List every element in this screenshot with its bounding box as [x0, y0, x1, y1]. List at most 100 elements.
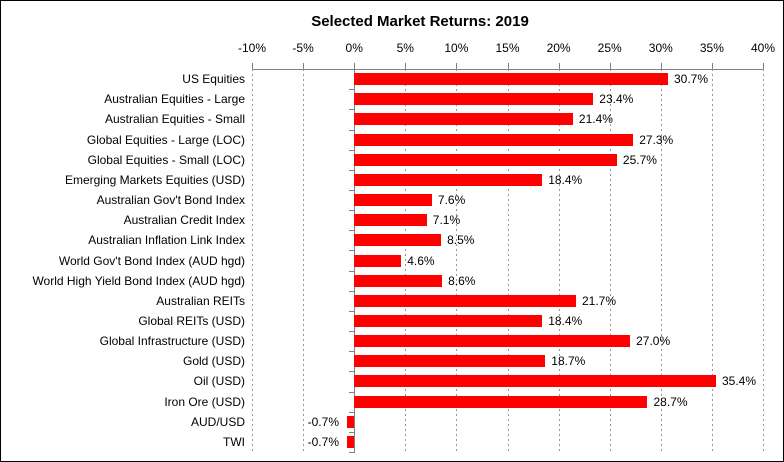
bar [354, 153, 617, 166]
category-tick-mark [349, 270, 355, 272]
bar [354, 294, 576, 307]
bar-value-label: 21.7% [582, 293, 617, 308]
bar-value-label: 8.6% [448, 273, 476, 288]
gridline [558, 69, 560, 452]
bar-value-label: 7.6% [437, 193, 466, 207]
axis-tick-mark [354, 63, 356, 69]
bar [354, 93, 594, 106]
bar-value-label: -0.7% [307, 434, 339, 449]
bar [354, 214, 427, 227]
category-label: Iron Ore (USD) [164, 394, 245, 409]
gridline [405, 69, 407, 452]
category-label: Global Infrastructure (USD) [99, 334, 245, 349]
category-label: Global Equities - Large (LOC) [86, 132, 245, 147]
category-label: Australian Equities - Small [104, 112, 245, 127]
axis-tick-label: -5% [292, 41, 314, 55]
gridline [763, 69, 764, 452]
category-label: Emerging Markets Equities (USD) [64, 172, 245, 187]
category-tick-mark [349, 169, 355, 171]
bar-value-label: 18.7% [551, 354, 586, 369]
bar [354, 133, 634, 146]
bar [354, 395, 648, 408]
category-tick-mark [349, 411, 355, 413]
category-label: TWI [223, 434, 245, 449]
bar-value-label: 8.5% [447, 233, 475, 248]
bar-value-label: 21.4% [578, 112, 613, 127]
bar-value-label: 27.0% [636, 334, 671, 349]
axis-tick-label: 25% [597, 41, 622, 55]
bar [354, 73, 668, 86]
axis-tick-mark [660, 63, 662, 69]
category-tick-mark [349, 89, 355, 91]
axis-tick-label: 35% [699, 41, 724, 55]
category-tick-mark [349, 210, 355, 212]
gridline [507, 69, 509, 452]
category-label: US Equities [182, 72, 245, 87]
bar [354, 194, 432, 206]
axis-tick-mark [252, 63, 253, 69]
bar-value-label: -0.7% [307, 414, 339, 429]
category-tick-mark [349, 310, 355, 312]
category-label: Gold (USD) [182, 354, 245, 369]
bar-value-label: 18.4% [548, 314, 583, 328]
category-tick-mark [349, 149, 355, 151]
category-label: Australian Inflation Link Index [88, 233, 245, 248]
axis-tick-label: 0% [345, 41, 363, 55]
category-tick-mark [349, 230, 355, 232]
category-label: Australian Credit Index [123, 213, 245, 228]
category-label: Oil (USD) [193, 374, 245, 389]
axis-tick-mark [303, 63, 305, 69]
gridline [609, 69, 611, 452]
bar-value-label: 4.6% [407, 253, 435, 268]
category-label: Global Equities - Small (LOC) [87, 152, 245, 167]
category-label: World High Yield Bond Index (AUD hgd) [32, 273, 245, 288]
axis-tick-mark [609, 63, 611, 69]
axis-tick-label: 30% [648, 41, 673, 55]
category-tick-mark [349, 452, 355, 453]
category-label: Global REITs (USD) [138, 314, 245, 328]
bar-value-label: 30.7% [674, 72, 709, 87]
bar-value-label: 27.3% [639, 132, 674, 147]
bar [354, 315, 543, 327]
bar [347, 435, 355, 448]
category-label: AUD/USD [190, 414, 245, 429]
bar [354, 113, 573, 126]
axis-tick-mark [405, 63, 407, 69]
category-tick-mark [349, 331, 355, 333]
bar-value-label: 28.7% [653, 394, 688, 409]
axis-tick-label: 15% [495, 41, 520, 55]
bar [347, 415, 355, 428]
category-tick-mark [349, 371, 355, 373]
category-tick-mark [349, 189, 355, 191]
axis-tick-label: 20% [546, 41, 571, 55]
category-label: Australian REITs [156, 293, 245, 308]
category-tick-mark [349, 109, 355, 111]
bar-value-label: 7.1% [432, 213, 461, 228]
gridline [303, 69, 305, 452]
gridline [660, 69, 662, 452]
bar [354, 355, 546, 368]
bar [354, 375, 716, 388]
chart-title: Selected Market Returns: 2019 [311, 13, 529, 30]
bar [354, 234, 442, 247]
axis-tick-mark [456, 63, 458, 69]
axis-tick-mark [763, 63, 764, 69]
bar-value-label: 23.4% [599, 92, 634, 107]
category-tick-mark [349, 129, 355, 131]
category-tick-mark [349, 391, 355, 393]
bar [354, 173, 543, 186]
gridline [252, 69, 253, 452]
bar [354, 335, 631, 348]
category-tick-mark [349, 250, 355, 252]
bar-value-label: 35.4% [722, 374, 757, 389]
gridline [456, 69, 458, 452]
axis-tick-mark [507, 63, 509, 69]
axis-tick-mark [711, 63, 713, 69]
bar-value-label: 25.7% [622, 152, 657, 167]
bar [354, 254, 402, 267]
axis-tick-mark [558, 63, 560, 69]
bar-value-label: 18.4% [548, 172, 583, 187]
category-tick-mark [349, 351, 355, 353]
category-label: Australian Gov't Bond Index [96, 193, 245, 207]
